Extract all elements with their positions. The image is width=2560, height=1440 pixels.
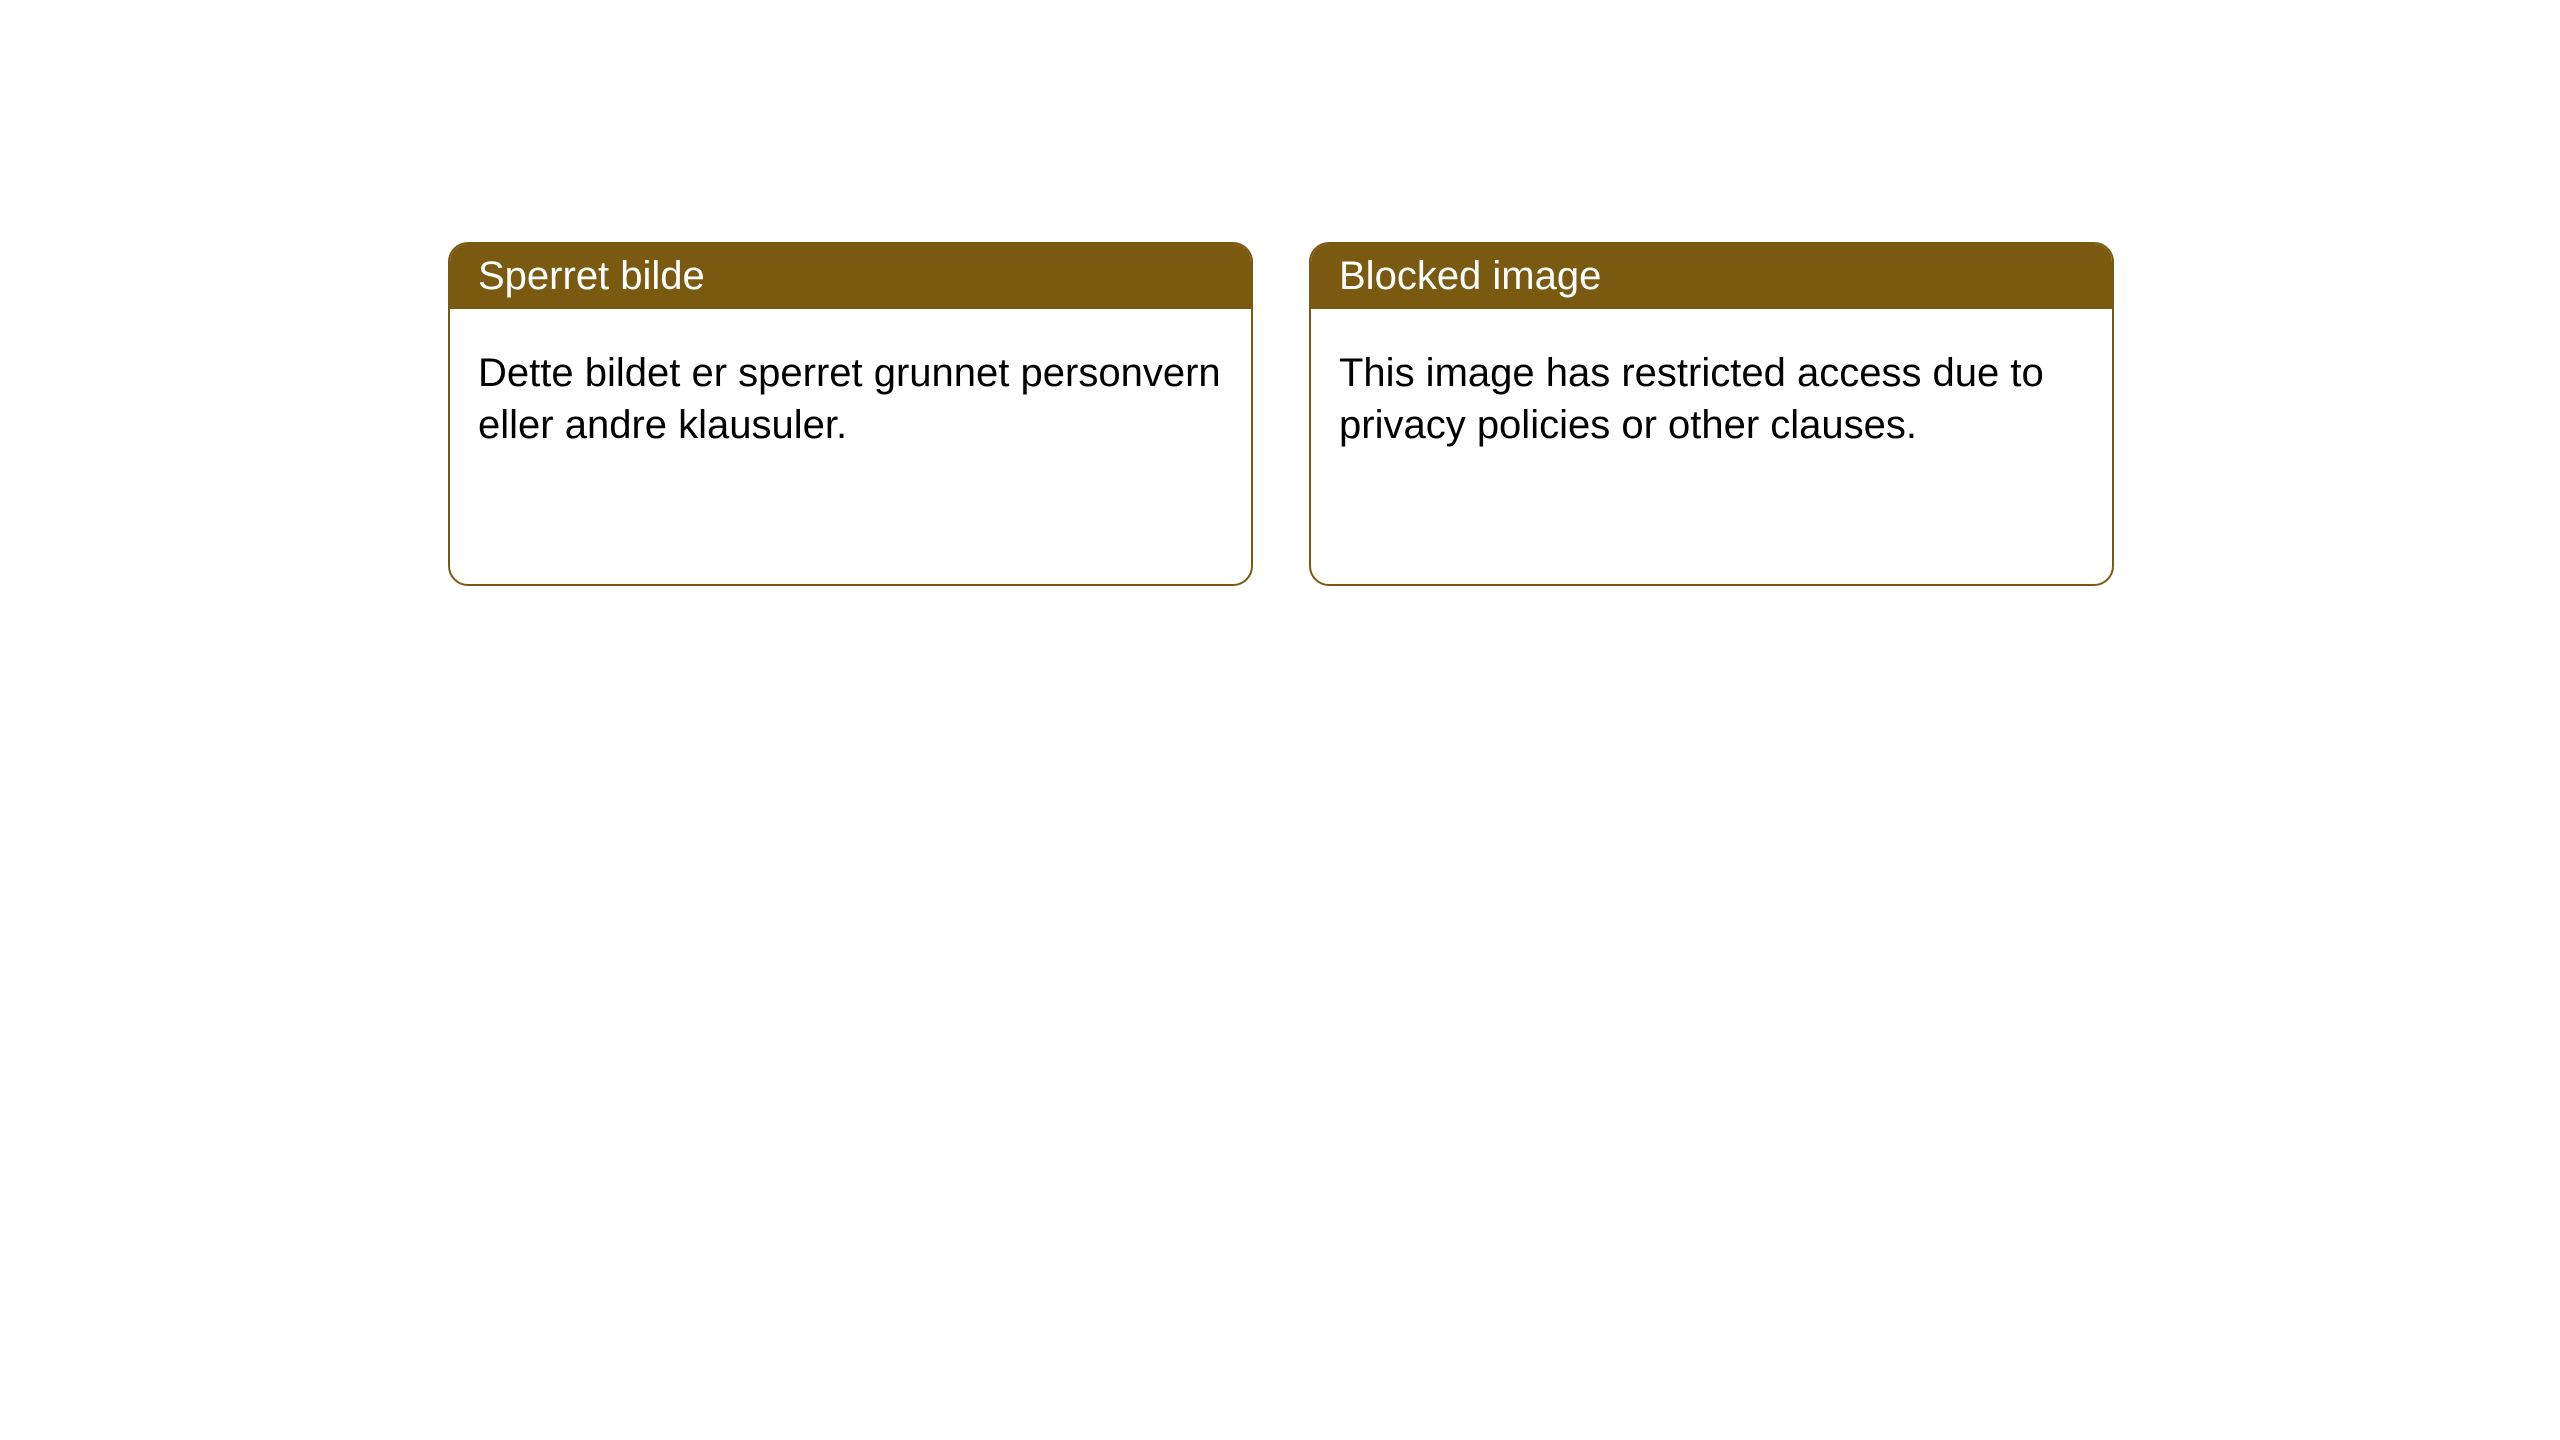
blocked-image-card-no: Sperret bilde Dette bildet er sperret gr… [448,242,1253,586]
cards-container: Sperret bilde Dette bildet er sperret gr… [0,0,2560,586]
card-body-text: Dette bildet er sperret grunnet personve… [478,351,1221,447]
card-title: Blocked image [1339,254,1601,298]
card-header: Blocked image [1311,244,2112,309]
card-body-text: This image has restricted access due to … [1339,351,2044,447]
card-header: Sperret bilde [450,244,1251,309]
blocked-image-card-en: Blocked image This image has restricted … [1309,242,2114,586]
card-body: Dette bildet er sperret grunnet personve… [450,309,1251,584]
card-body: This image has restricted access due to … [1311,309,2112,584]
card-title: Sperret bilde [478,254,705,298]
